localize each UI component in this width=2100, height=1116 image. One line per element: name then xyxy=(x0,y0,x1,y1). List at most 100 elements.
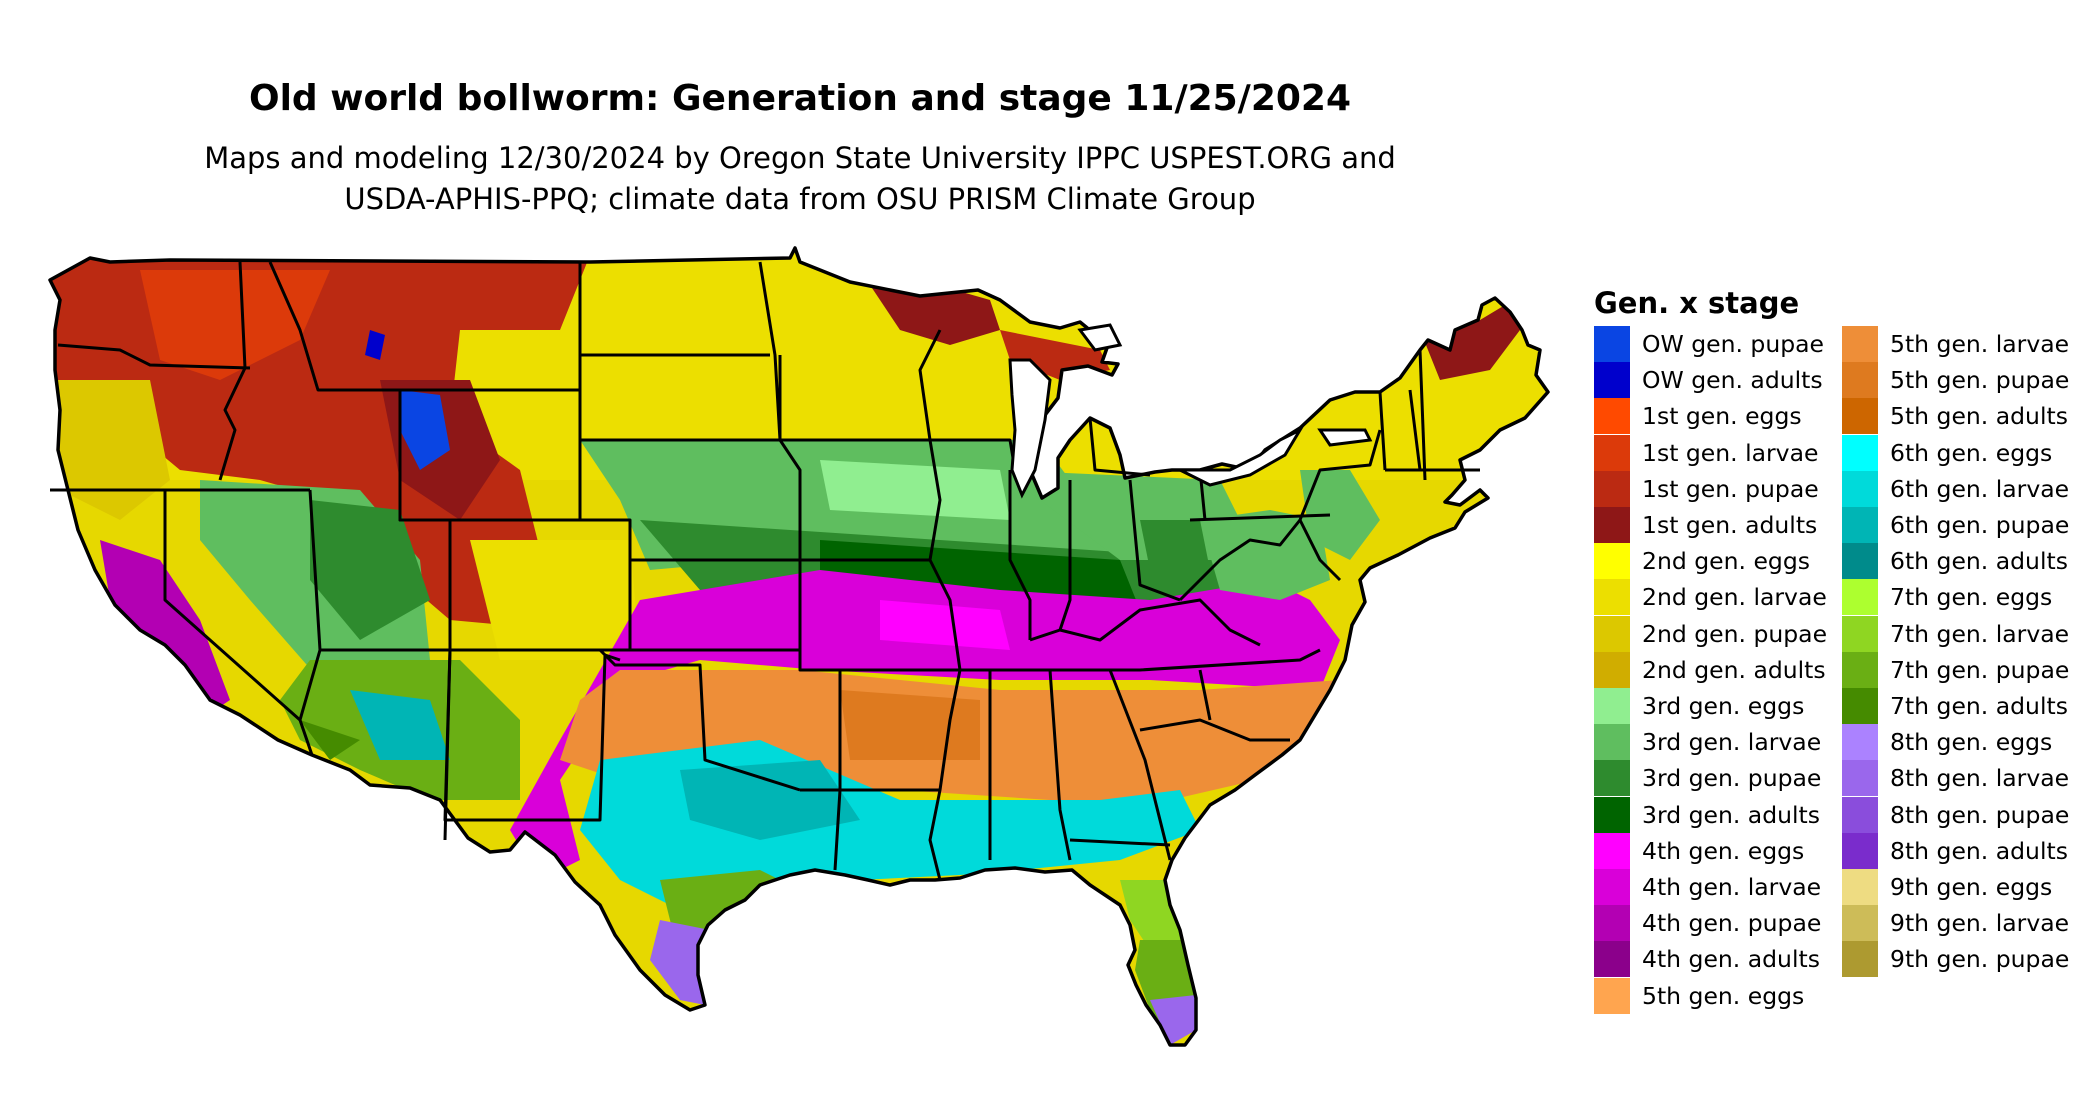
legend-label: 2nd gen. adults xyxy=(1642,655,1826,684)
legend-swatch xyxy=(1594,724,1630,761)
legend-label: 6th gen. pupae xyxy=(1890,511,2070,539)
legend-label: 3rd gen. adults xyxy=(1642,800,1820,829)
legend-swatch xyxy=(1594,398,1630,435)
legend-item: 2nd gen. eggs xyxy=(1594,543,1810,580)
legend-swatch xyxy=(1842,362,1878,399)
legend-label: 7th gen. eggs xyxy=(1890,583,2053,612)
legend-label: OW gen. adults xyxy=(1642,366,1823,395)
legend-label: 2nd gen. pupae xyxy=(1642,619,1828,648)
legend-label: 5th gen. eggs xyxy=(1642,981,1805,1010)
legend-label: 8th gen. pupae xyxy=(1890,800,2070,829)
legend-label: 4th gen. eggs xyxy=(1642,836,1805,865)
legend-swatch xyxy=(1594,470,1630,507)
legend-item: 4th gen. adults xyxy=(1594,941,1820,978)
legend-label: 1st gen. eggs xyxy=(1642,402,1802,431)
legend-item: 5th gen. eggs xyxy=(1594,977,1805,1014)
legend-swatch xyxy=(1594,760,1630,797)
legend-label: 1st gen. adults xyxy=(1642,511,1818,539)
map-subtitle: Maps and modeling 12/30/2024 by Oregon S… xyxy=(0,138,1600,220)
legend-item: 6th gen. larvae xyxy=(1842,470,2070,507)
legend-item: 2nd gen. pupae xyxy=(1594,615,1828,652)
legend-label: 2nd gen. larvae xyxy=(1642,583,1827,612)
legend-label: 8th gen. adults xyxy=(1890,836,2068,865)
legend-item: 8th gen. larvae xyxy=(1842,760,2070,797)
legend-item: 7th gen. eggs xyxy=(1842,579,2053,616)
legend-item: 9th gen. eggs xyxy=(1842,869,2052,905)
legend-label: 7th gen. larvae xyxy=(1890,619,2070,648)
legend-item: 6th gen. pupae xyxy=(1842,507,2069,543)
legend-item: 1st gen. larvae xyxy=(1594,434,1819,471)
legend-swatch xyxy=(1842,869,1878,905)
legend-swatch xyxy=(1594,434,1630,471)
legend-label: 4th gen. larvae xyxy=(1642,873,1822,901)
subtitle-line-2: USDA-APHIS-PPQ; climate data from OSU PR… xyxy=(344,182,1256,216)
legend-item: 8th gen. adults xyxy=(1842,832,2068,869)
legend-label: 4th gen. adults xyxy=(1642,945,1820,974)
legend-swatch xyxy=(1594,579,1630,616)
legend-label: 9th gen. eggs xyxy=(1890,873,2053,901)
legend-swatch xyxy=(1842,615,1878,652)
legend-label: 2nd gen. eggs xyxy=(1642,547,1810,576)
legend-swatch xyxy=(1842,941,1878,978)
legend-label: OW gen. pupae xyxy=(1642,330,1824,358)
legend-item: 1st gen. pupae xyxy=(1594,470,1819,507)
legend-title: Gen. x stage xyxy=(1594,286,1800,320)
legend-label: 3rd gen. pupae xyxy=(1642,764,1822,793)
legend-item: 2nd gen. adults xyxy=(1594,651,1826,688)
legend-swatch xyxy=(1594,869,1630,905)
legend-label: 3rd gen. larvae xyxy=(1642,728,1822,757)
legend-label: 1st gen. pupae xyxy=(1642,474,1819,503)
legend-swatch xyxy=(1842,507,1878,543)
legend-item: 6th gen. adults xyxy=(1842,543,2068,580)
legend-swatch xyxy=(1842,832,1878,869)
legend-label: 5th gen. adults xyxy=(1890,402,2068,431)
legend-swatch xyxy=(1842,326,1878,362)
legend-swatch xyxy=(1842,579,1878,616)
legend-swatch xyxy=(1842,651,1878,688)
legend-swatch xyxy=(1842,434,1878,471)
legend-swatch xyxy=(1594,651,1630,688)
legend-item: 9th gen. larvae xyxy=(1842,905,2069,942)
legend-item: 5th gen. larvae xyxy=(1842,326,2069,362)
legend-label: 6th gen. larvae xyxy=(1890,474,2070,503)
legend-swatch xyxy=(1594,362,1630,399)
legend-swatch xyxy=(1594,941,1630,978)
legend-swatch xyxy=(1594,832,1630,869)
legend-swatch xyxy=(1842,398,1878,435)
legend-item: 3rd gen. eggs xyxy=(1594,688,1804,724)
legend-swatch xyxy=(1842,905,1878,942)
legend-item: 2nd gen. larvae xyxy=(1594,579,1827,616)
legend-swatch xyxy=(1842,724,1878,761)
subtitle-line-1: Maps and modeling 12/30/2024 by Oregon S… xyxy=(204,141,1396,175)
legend-label: 7th gen. adults xyxy=(1890,692,2068,720)
legend-label: 7th gen. pupae xyxy=(1890,655,2070,684)
legend-swatch xyxy=(1594,796,1630,833)
legend-label: 6th gen. eggs xyxy=(1890,438,2053,467)
legend-item: 6th gen. eggs xyxy=(1842,434,2053,471)
legend-swatch xyxy=(1842,796,1878,833)
legend-swatch xyxy=(1594,507,1630,543)
legend-swatch xyxy=(1594,615,1630,652)
map-title: Old world bollworm: Generation and stage… xyxy=(248,78,1352,119)
legend-item: 5th gen. adults xyxy=(1842,398,2068,435)
legend-label: 8th gen. larvae xyxy=(1890,764,2070,793)
legend-swatch xyxy=(1842,688,1878,724)
legend-swatch xyxy=(1842,543,1878,580)
legend-label: 3rd gen. eggs xyxy=(1642,692,1805,720)
legend-item: 3rd gen. pupae xyxy=(1594,760,1822,797)
legend-label: 1st gen. larvae xyxy=(1642,438,1819,467)
legend-item: 3rd gen. larvae xyxy=(1594,724,1822,761)
legend-label: 4th gen. pupae xyxy=(1642,909,1822,938)
legend-swatch xyxy=(1842,760,1878,797)
legend-item: 1st gen. adults xyxy=(1594,507,1817,543)
legend-item: 1st gen. eggs xyxy=(1594,398,1802,435)
legend-swatch xyxy=(1594,688,1630,724)
legend-label: 9th gen. pupae xyxy=(1890,945,2070,974)
legend-swatch xyxy=(1594,326,1630,362)
legend-swatch xyxy=(1594,905,1630,942)
legend: OW gen. pupae OW gen. adults 1st gen. eggs… xyxy=(1594,326,2094,1026)
legend-item: 7th gen. larvae xyxy=(1842,615,2070,652)
legend-item: OW gen. adults xyxy=(1594,362,1823,399)
legend-item: 7th gen. adults xyxy=(1842,688,2068,724)
